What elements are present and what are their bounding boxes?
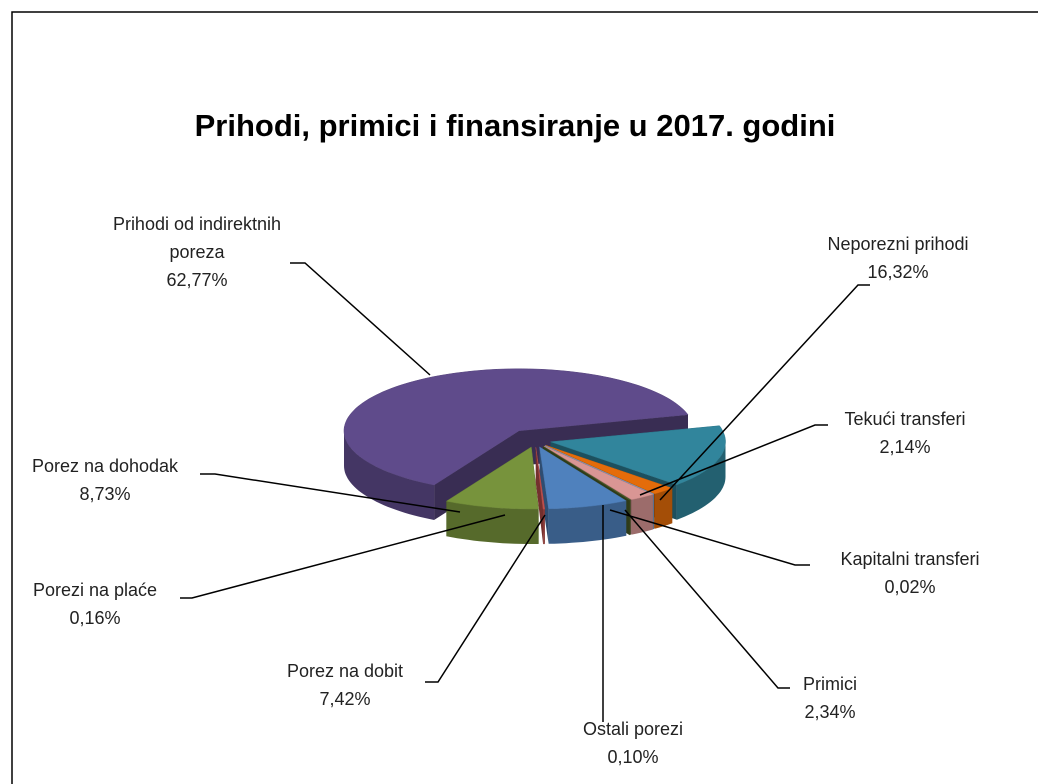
slice-label: Neporezni prihodi [827, 234, 969, 254]
slice-value-label: 16,32% [867, 262, 929, 282]
slice-value-label: 0,10% [607, 747, 659, 767]
leader-line [609, 509, 810, 566]
slice-value-label: 0,16% [69, 608, 121, 628]
slice-top [539, 446, 627, 510]
slice-side [539, 446, 549, 544]
slice-label: Primici [803, 674, 857, 694]
leader-line [425, 514, 546, 683]
slice-value-label: 2,14% [879, 437, 931, 457]
slice-wall [629, 499, 631, 536]
slice-label: Prihodi od indirektnih poreza [112, 214, 282, 262]
slice-top [550, 425, 726, 485]
leader-line [639, 424, 828, 496]
slice [539, 446, 627, 544]
slice-value-label: 2,34% [804, 702, 856, 722]
slice-label: Porez na dohodak [31, 456, 179, 476]
slice-value-label: 0,02% [884, 577, 936, 597]
slice-value-label: 8,73% [79, 484, 131, 504]
leader-line [659, 284, 870, 501]
slice-wall [344, 430, 435, 520]
slice-value-label: 7,42% [319, 689, 371, 709]
leader-line [200, 473, 461, 513]
slice-top [543, 445, 654, 500]
slice-top [545, 445, 673, 495]
slice-label: Ostali porezi [582, 719, 684, 739]
slice-label: Tekući transferi [844, 409, 966, 429]
leader-line [290, 262, 431, 376]
slice-wall [631, 494, 653, 535]
slice-label: Porezi na plaće [32, 580, 158, 600]
slice-top [445, 446, 539, 510]
leader-line [624, 509, 790, 689]
slice-top [542, 445, 632, 501]
slice-wall [543, 509, 545, 545]
slice-wall [548, 500, 627, 544]
slice-wall [446, 501, 539, 544]
slice-wall [654, 488, 673, 529]
slice-value-label: 62,77% [166, 270, 228, 290]
chart-title: Prihodi, primici i finansiranje u 2017. … [194, 108, 836, 143]
slice-label: Kapitalni transferi [840, 549, 980, 569]
slice-top [535, 447, 546, 510]
leader-line [180, 514, 506, 599]
chart-border [11, 11, 1038, 784]
slice-top [343, 368, 689, 486]
slice-top [544, 445, 655, 495]
slice [445, 446, 539, 544]
slice-label: Porez na dobit [286, 661, 404, 681]
slice-wall [676, 441, 726, 520]
